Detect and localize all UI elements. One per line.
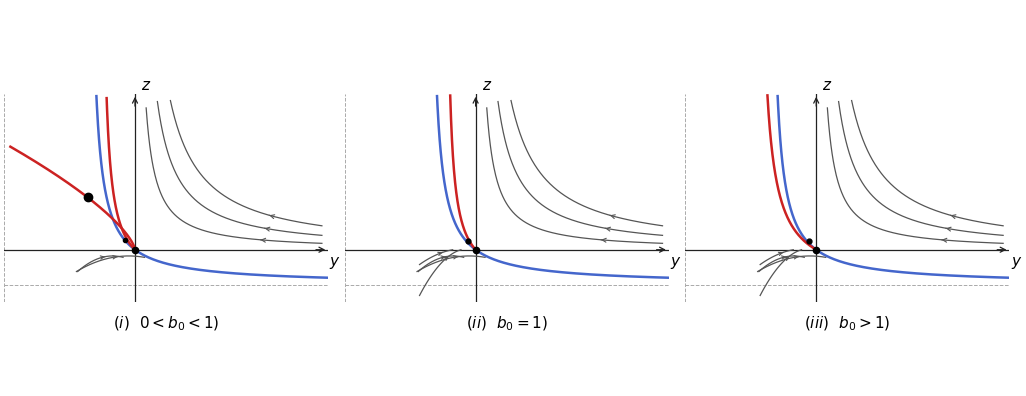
Text: $z$: $z$ bbox=[142, 78, 152, 93]
Text: $z$: $z$ bbox=[823, 78, 833, 93]
Text: $(iii)\ \ b_0 > 1)$: $(iii)\ \ b_0 > 1)$ bbox=[804, 314, 891, 333]
Text: $y$: $y$ bbox=[1011, 255, 1022, 271]
Text: $y$: $y$ bbox=[329, 255, 341, 271]
Text: $z$: $z$ bbox=[482, 78, 492, 93]
Text: $(i)\ \ 0 < b_0 < 1)$: $(i)\ \ 0 < b_0 < 1)$ bbox=[113, 314, 220, 333]
Text: $(ii)\ \ b_0 = 1)$: $(ii)\ \ b_0 = 1)$ bbox=[466, 314, 548, 333]
Text: $y$: $y$ bbox=[670, 255, 681, 271]
